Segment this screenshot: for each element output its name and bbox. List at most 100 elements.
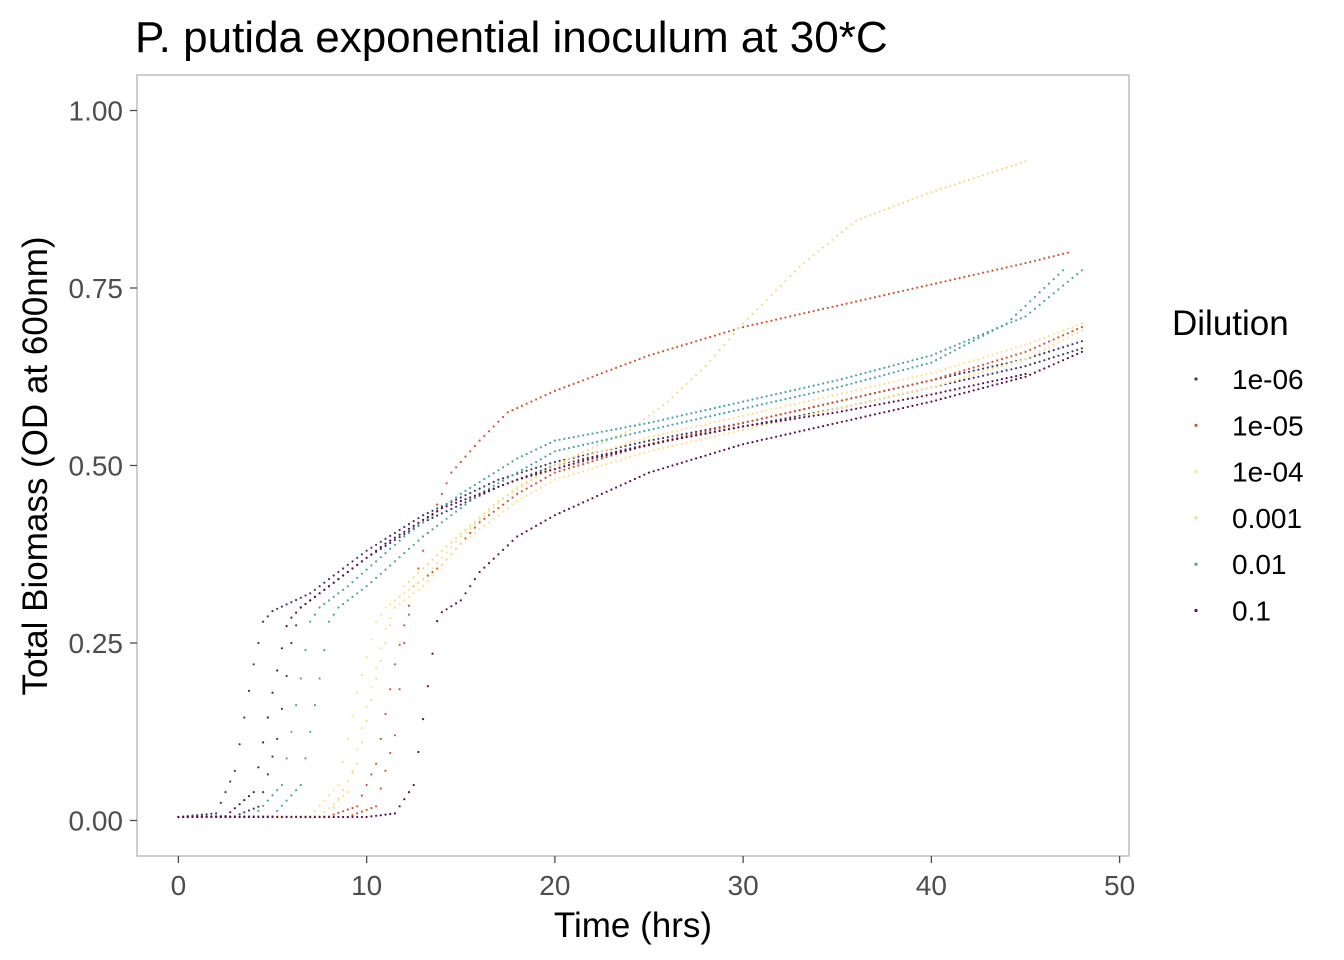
data-point xyxy=(346,780,349,783)
data-point xyxy=(817,308,820,312)
data-point xyxy=(596,451,599,454)
data-point xyxy=(497,553,500,556)
data-point xyxy=(676,345,679,348)
data-point xyxy=(727,417,731,421)
data-point xyxy=(610,452,613,456)
data-point xyxy=(760,438,764,441)
data-point xyxy=(1000,365,1004,368)
data-point xyxy=(332,806,335,809)
data-point xyxy=(304,649,307,652)
data-point xyxy=(375,543,378,546)
data-point xyxy=(544,444,547,447)
data-point xyxy=(723,433,726,436)
data-point xyxy=(544,468,547,471)
data-point xyxy=(1076,331,1079,335)
data-point xyxy=(864,401,867,404)
data-point xyxy=(502,466,505,469)
data-point xyxy=(558,470,561,473)
data-point xyxy=(389,602,392,606)
data-point xyxy=(798,416,801,419)
legend-key-1e-05 xyxy=(1194,423,1198,427)
data-point xyxy=(873,404,877,407)
data-point xyxy=(219,801,222,804)
data-point xyxy=(986,381,989,384)
data-point xyxy=(662,404,665,407)
data-point xyxy=(346,585,349,588)
data-point xyxy=(906,367,909,370)
chart-title: P. putida exponential inoculum at 30*C xyxy=(135,13,888,62)
data-point xyxy=(887,292,891,296)
data-point xyxy=(695,434,698,437)
data-point xyxy=(695,439,698,442)
data-point xyxy=(445,503,448,506)
data-point xyxy=(464,503,467,506)
data-point xyxy=(582,443,585,446)
data-point xyxy=(807,392,811,395)
data-point xyxy=(389,617,392,620)
data-point xyxy=(751,419,754,422)
data-point xyxy=(403,798,406,801)
data-point xyxy=(784,398,787,401)
data-point xyxy=(591,446,594,449)
data-point xyxy=(1033,307,1036,310)
y-tick-label: 0.00 xyxy=(69,806,124,837)
data-point xyxy=(991,360,994,363)
data-point xyxy=(775,435,778,438)
data-point xyxy=(426,517,429,520)
plot-panel-border xyxy=(136,74,1130,857)
data-point xyxy=(911,198,914,201)
data-point xyxy=(671,438,674,441)
data-point xyxy=(1057,336,1060,339)
data-point xyxy=(897,379,900,382)
data-point xyxy=(906,288,909,291)
data-point xyxy=(567,447,571,450)
data-point xyxy=(365,705,368,709)
data-point xyxy=(713,421,717,424)
data-point xyxy=(1024,343,1027,346)
data-point xyxy=(638,441,641,444)
data-point xyxy=(779,413,782,416)
data-point xyxy=(624,443,627,446)
data-point xyxy=(944,186,947,189)
data-point xyxy=(177,815,180,819)
legend-label-0.001: 0.001 xyxy=(1232,503,1302,534)
data-point xyxy=(1052,292,1055,295)
data-point xyxy=(647,471,651,474)
data-point xyxy=(520,497,524,500)
data-point xyxy=(375,814,378,817)
data-point xyxy=(958,181,961,184)
data-point xyxy=(436,507,439,510)
data-point xyxy=(982,382,985,385)
data-point xyxy=(619,365,622,368)
data-point xyxy=(939,383,942,386)
data-point xyxy=(596,431,599,434)
data-point xyxy=(798,394,801,397)
data-point xyxy=(440,492,443,495)
data-point xyxy=(652,470,655,473)
data-point xyxy=(1000,357,1004,361)
data-point xyxy=(760,417,764,420)
data-point xyxy=(370,698,373,701)
data-point xyxy=(200,815,203,818)
data-point xyxy=(464,489,467,492)
data-point xyxy=(789,389,792,392)
data-point xyxy=(351,815,354,819)
data-point xyxy=(760,422,764,425)
data-point xyxy=(652,449,655,452)
data-point xyxy=(666,431,669,434)
data-point xyxy=(511,480,514,483)
data-point xyxy=(459,496,462,499)
data-point xyxy=(464,538,467,542)
data-point xyxy=(1015,360,1018,363)
data-point xyxy=(1071,350,1074,353)
data-point xyxy=(826,402,829,405)
data-point xyxy=(186,815,189,818)
data-point xyxy=(939,391,942,394)
data-point xyxy=(652,427,655,430)
data-point xyxy=(671,347,674,350)
data-point xyxy=(685,432,688,435)
data-point xyxy=(323,581,326,584)
data-point xyxy=(440,505,443,508)
data-point xyxy=(389,534,392,538)
data-point xyxy=(412,528,415,531)
